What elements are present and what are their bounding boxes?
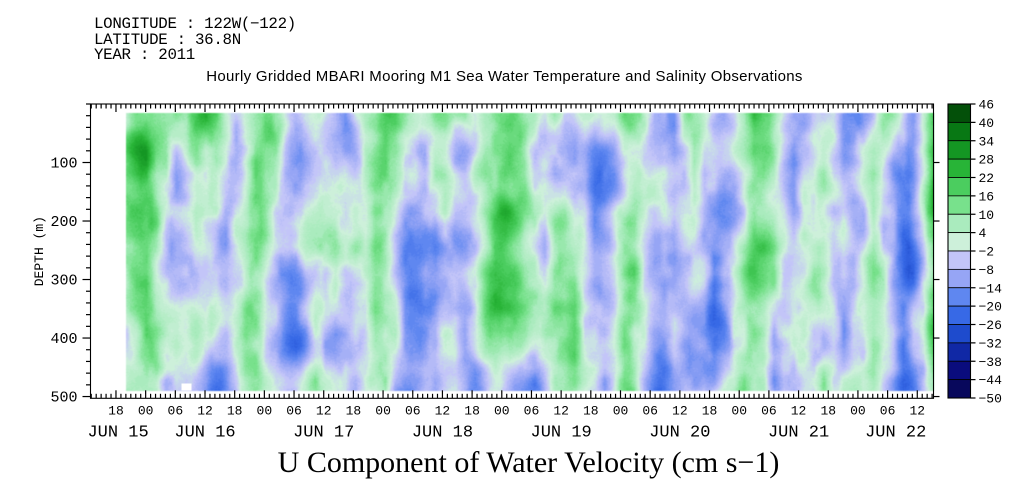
svg-text:300: 300 — [50, 273, 77, 290]
svg-text:12: 12 — [197, 403, 213, 418]
svg-text:10: 10 — [979, 208, 995, 223]
svg-text:DEPTH (m): DEPTH (m) — [32, 216, 47, 286]
svg-text:28: 28 — [979, 153, 995, 168]
svg-text:JUN 16: JUN 16 — [174, 423, 235, 442]
svg-text:06: 06 — [524, 403, 540, 418]
svg-text:JUN 17: JUN 17 — [293, 423, 354, 442]
svg-text:00: 00 — [850, 403, 866, 418]
svg-text:00: 00 — [138, 403, 154, 418]
svg-text:06: 06 — [761, 403, 777, 418]
svg-text:18: 18 — [108, 403, 124, 418]
svg-text:16: 16 — [979, 189, 995, 204]
svg-text:46: 46 — [979, 98, 995, 113]
svg-text:12: 12 — [791, 403, 807, 418]
svg-text:18: 18 — [227, 403, 243, 418]
svg-text:JUN 20: JUN 20 — [649, 423, 710, 442]
svg-text:12: 12 — [672, 403, 688, 418]
svg-text:−14: −14 — [979, 281, 1003, 296]
svg-text:12: 12 — [435, 403, 451, 418]
svg-text:00: 00 — [613, 403, 629, 418]
svg-text:JUN 21: JUN 21 — [768, 423, 829, 442]
svg-text:−2: −2 — [979, 245, 995, 260]
svg-text:−32: −32 — [979, 336, 1002, 351]
svg-text:06: 06 — [880, 403, 896, 418]
svg-text:400: 400 — [50, 331, 77, 348]
svg-text:−44: −44 — [979, 373, 1003, 388]
svg-text:06: 06 — [405, 403, 421, 418]
svg-text:200: 200 — [50, 214, 77, 231]
svg-text:JUN 15: JUN 15 — [87, 423, 148, 442]
svg-text:18: 18 — [346, 403, 362, 418]
svg-text:34: 34 — [979, 134, 995, 149]
svg-text:22: 22 — [979, 171, 995, 186]
svg-text:−50: −50 — [979, 392, 1002, 407]
svg-text:18: 18 — [702, 403, 718, 418]
svg-text:JUN 18: JUN 18 — [412, 423, 473, 442]
svg-text:12: 12 — [316, 403, 332, 418]
svg-text:06: 06 — [642, 403, 658, 418]
svg-text:−26: −26 — [979, 318, 1002, 333]
svg-text:18: 18 — [583, 403, 599, 418]
svg-text:−8: −8 — [979, 263, 995, 278]
svg-text:40: 40 — [979, 116, 995, 131]
svg-text:18: 18 — [820, 403, 836, 418]
svg-text:4: 4 — [979, 226, 987, 241]
svg-text:00: 00 — [257, 403, 273, 418]
svg-text:00: 00 — [375, 403, 391, 418]
svg-text:00: 00 — [494, 403, 510, 418]
svg-text:12: 12 — [909, 403, 925, 418]
svg-text:12: 12 — [553, 403, 569, 418]
svg-text:00: 00 — [731, 403, 747, 418]
svg-text:500: 500 — [50, 390, 77, 407]
svg-text:−38: −38 — [979, 355, 1002, 370]
svg-text:06: 06 — [286, 403, 302, 418]
svg-text:18: 18 — [464, 403, 480, 418]
svg-text:JUN 22: JUN 22 — [865, 423, 926, 442]
svg-text:100: 100 — [50, 156, 77, 173]
svg-text:06: 06 — [168, 403, 184, 418]
svg-text:−20: −20 — [979, 300, 1002, 315]
svg-text:JUN 19: JUN 19 — [531, 423, 592, 442]
